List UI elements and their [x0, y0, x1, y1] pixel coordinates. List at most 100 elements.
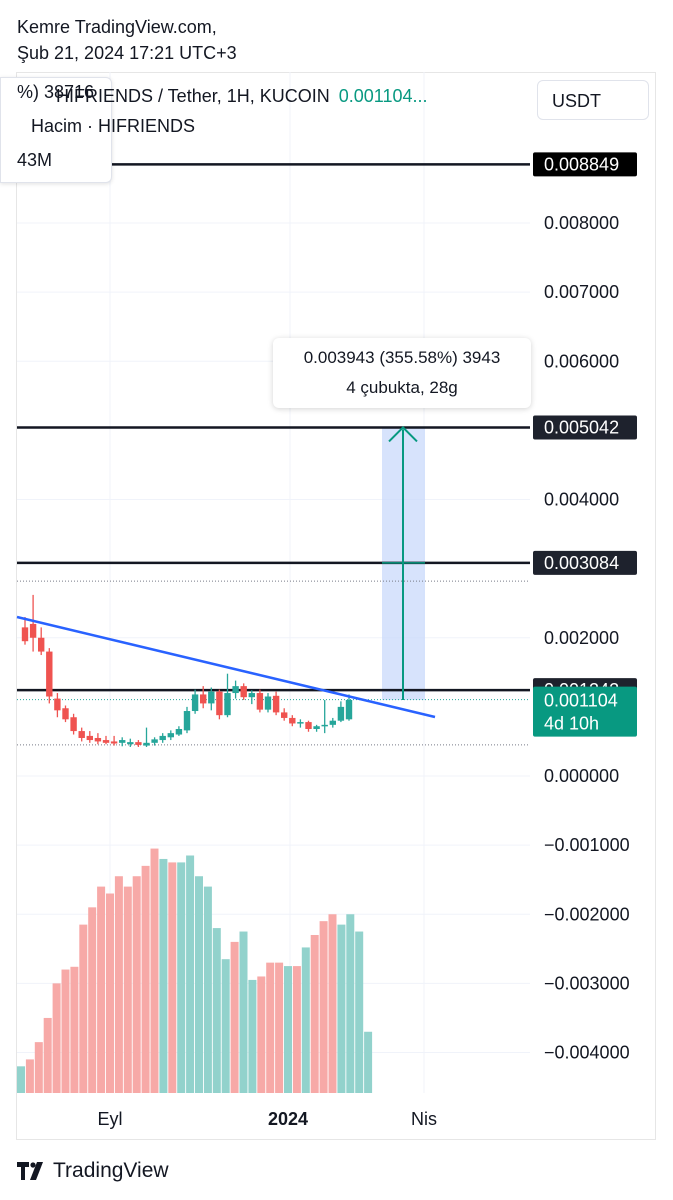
currency-button[interactable]: USDT	[537, 80, 649, 120]
watermark-header: Kemre TradingView.com, Şub 21, 2024 17:2…	[17, 14, 237, 66]
candle-body	[78, 731, 85, 738]
measure-change: 0.003943 (355.58%) 3943	[303, 348, 501, 367]
x-tick-label: 2024	[268, 1109, 308, 1129]
symbol-name: HIFRIENDS / Tether, 1H, KUCOIN	[56, 86, 330, 106]
price-badge	[533, 152, 637, 177]
tradingview-logo[interactable]: TradingView	[17, 1158, 169, 1184]
candle-body	[232, 686, 239, 694]
y-tick-label: −0.001000	[544, 835, 630, 855]
price-badge-label: 0.003084	[544, 553, 619, 573]
volume-bar	[346, 914, 355, 1093]
volume-bar	[79, 924, 88, 1093]
y-tick-label: −0.002000	[544, 904, 630, 924]
price-badge	[533, 550, 637, 575]
measure-arrow-head	[388, 426, 418, 443]
volume-bar	[25, 1059, 34, 1093]
candle-body	[86, 735, 93, 741]
volume-bar	[257, 976, 266, 1093]
countdown-label: 4d 10h	[544, 714, 599, 734]
price-badge-label: 0.008849	[544, 154, 619, 174]
volume-bar	[34, 1042, 43, 1093]
volume-bar	[17, 1066, 25, 1093]
measure-bars: 4 çubukta, 28g	[346, 378, 458, 397]
symbol-legend[interactable]: HIFRIENDS / Tether, 1H, KUCOIN 0.001104.…	[16, 86, 428, 107]
candle-body	[94, 737, 102, 742]
volume-bar	[328, 914, 337, 1093]
candle-body	[224, 693, 231, 716]
candle-body	[289, 717, 296, 724]
x-tick-label: Nis	[411, 1109, 437, 1129]
candle-body	[248, 693, 255, 698]
author-line: Kemre TradingView.com,	[17, 17, 217, 37]
price-badge	[533, 415, 637, 440]
volume-bar	[364, 1031, 373, 1093]
volume-bar	[230, 941, 239, 1093]
volume-bar	[284, 966, 292, 1093]
candle-body	[135, 742, 142, 745]
volume-bar	[248, 979, 257, 1093]
volume-legend[interactable]: Hacim · HIFRIENDS	[31, 116, 196, 136]
trendline	[16, 615, 436, 719]
volume-bar	[337, 924, 346, 1093]
volume-bar	[239, 931, 248, 1093]
volume-bar	[97, 886, 106, 1093]
volume-bar	[212, 928, 221, 1093]
volume-bar	[88, 907, 97, 1093]
volume-bar	[43, 1017, 52, 1093]
candle-body	[159, 735, 166, 741]
candle-body	[240, 686, 247, 698]
candle-body	[183, 711, 191, 731]
legend-box[interactable]	[0, 77, 112, 183]
candle-body	[297, 722, 304, 724]
candle-body	[110, 741, 118, 744]
candle-body	[305, 722, 312, 729]
candle-body	[38, 637, 45, 652]
volume-bar	[203, 886, 212, 1093]
candle-body	[337, 706, 345, 721]
candle-body	[62, 708, 69, 720]
footer-brand: TradingView	[53, 1159, 169, 1182]
y-tick-label: 0.008000	[544, 213, 619, 233]
volume-bar	[114, 876, 123, 1093]
volume-bar	[70, 966, 79, 1093]
y-tick-label: −0.003000	[544, 973, 630, 993]
y-tick-label: 0.004000	[544, 490, 619, 510]
volume-bar	[319, 921, 328, 1093]
candle-body	[256, 693, 264, 710]
y-tick-label: 0.007000	[544, 282, 619, 302]
volume-bar	[266, 962, 275, 1093]
volume-bar	[61, 969, 70, 1093]
candle-body	[313, 726, 320, 729]
volume-bar	[123, 886, 132, 1093]
candle-body	[272, 695, 280, 713]
chart-frame	[16, 72, 656, 1140]
candle-body	[281, 712, 288, 718]
candle-body	[167, 733, 174, 738]
volume-bar	[301, 947, 310, 1093]
volume-bar	[186, 855, 195, 1093]
volume-bar	[310, 934, 319, 1093]
candle-body	[264, 696, 272, 710]
y-tick-label: 0.002000	[544, 628, 619, 648]
price-badge-label: 0.005042	[544, 417, 619, 437]
legend-percent: %) 38716	[17, 82, 95, 102]
candle-body	[143, 742, 150, 746]
y-tick-label: 0.006000	[544, 351, 619, 371]
candle-body	[102, 740, 110, 743]
volume-bar	[106, 893, 114, 1093]
volume-bar	[275, 962, 284, 1093]
volume-bar	[150, 848, 159, 1093]
y-tick-label: 0.000000	[544, 766, 619, 786]
candle-body	[329, 720, 336, 725]
candle-body	[70, 717, 77, 732]
volume-bar	[132, 876, 141, 1093]
y-tick-label: −0.004000	[544, 1043, 630, 1063]
volume-bar	[52, 983, 61, 1093]
candle-body	[151, 739, 158, 743]
candle-body	[21, 627, 29, 642]
candle-body	[208, 691, 215, 704]
volume-bar	[355, 931, 364, 1093]
symbol-price: 0.001104...	[338, 86, 428, 106]
tradingview-logo-icon	[17, 1162, 43, 1180]
